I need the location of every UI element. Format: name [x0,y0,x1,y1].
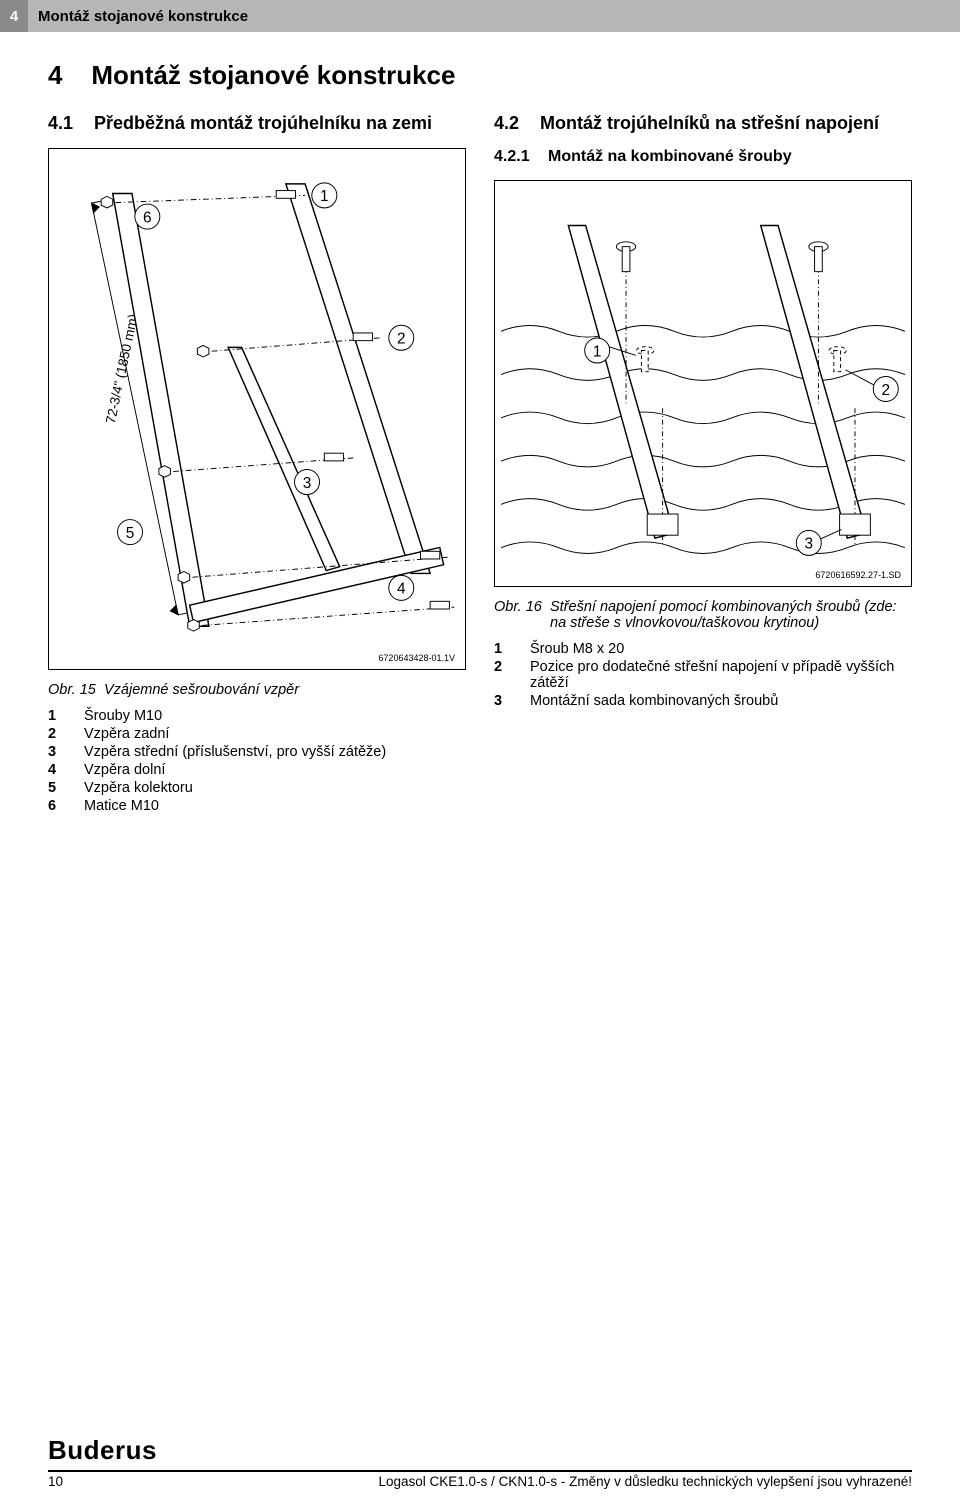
figure-16-svg: 1 2 3 [501,187,905,572]
legend-text: Pozice pro dodatečné střešní napojení v … [530,659,912,691]
brand-logo: Buderus [48,1435,912,1466]
footer-page-number: 10 [48,1474,63,1489]
legend-num: 6 [48,798,84,814]
figure-16: 1 2 3 6720616592.27-1.SD [494,180,912,587]
header-bar: 4 Montáž stojanové konstrukce [0,0,960,32]
callout-4: 4 [397,581,406,598]
caption-number: Obr. 15 [48,682,104,698]
legend-num: 4 [48,762,84,778]
callout-5: 5 [126,525,135,542]
header-section-title: Montáž stojanové konstrukce [38,8,248,25]
figure-15-legend: 1Šrouby M10 2Vzpěra zadní 3Vzpěra středn… [48,708,466,814]
legend-num: 1 [48,708,84,724]
legend-text: Vzpěra střední (příslušenství, pro vyšší… [84,744,386,760]
legend-text: Montážní sada kombinovaných šroubů [530,693,778,709]
h3-number: 4.2.1 [494,148,548,166]
h3-text: Montáž na kombinované šrouby [548,148,792,166]
figure-15-svg: 72-3/4" (1850 mm) [55,155,459,655]
legend-text: Šroub M8 x 20 [530,641,624,657]
section-4-2-1-heading: 4.2.1 Montáž na kombinované šrouby [494,148,912,166]
callout-6: 6 [143,209,152,226]
callout-3: 3 [303,475,312,492]
callout-3: 3 [805,536,814,553]
h1-number: 4 [48,60,62,90]
legend-num: 3 [494,693,530,709]
legend-text: Šrouby M10 [84,708,162,724]
caption-number: Obr. 16 [494,599,550,631]
callout-1: 1 [593,343,602,360]
section-4-2-heading: 4.2 Montáž trojúhelníků na střešní napoj… [494,113,912,134]
legend-num: 2 [48,726,84,742]
h2-number: 4.1 [48,113,94,134]
footer-doc-info: Logasol CKE1.0-s / CKN1.0-s - Změny v dů… [379,1474,913,1489]
legend-text: Vzpěra zadní [84,726,169,742]
figure-15-code: 6720643428-01.1V [55,653,459,663]
page-content: 4 Montáž stojanové konstrukce 4.1 Předbě… [0,32,960,816]
legend-text: Vzpěra kolektoru [84,780,193,796]
figure-15-caption: Obr. 15 Vzájemné sešroubování vzpěr [48,682,466,698]
legend-num: 5 [48,780,84,796]
legend-num: 1 [494,641,530,657]
figure-16-caption: Obr. 16 Střešní napojení pomocí kombinov… [494,599,912,631]
figure-15: 72-3/4" (1850 mm) [48,148,466,670]
figure-16-code: 6720616592.27-1.SD [501,570,905,580]
caption-text: Vzájemné sešroubování vzpěr [104,682,299,698]
left-column: 4.1 Předběžná montáž trojúhelníku na zem… [48,113,466,816]
h2-number: 4.2 [494,113,540,134]
h2-text: Montáž trojúhelníků na střešní napojení [540,113,879,134]
callout-1: 1 [320,188,329,205]
page-footer: Buderus 10 Logasol CKE1.0-s / CKN1.0-s -… [48,1435,912,1489]
caption-text: Střešní napojení pomocí kombinovaných šr… [550,599,912,631]
h1-text: Montáž stojanové konstrukce [91,60,455,90]
legend-num: 2 [494,659,530,691]
right-column: 4.2 Montáž trojúhelníků na střešní napoj… [494,113,912,816]
legend-text: Matice M10 [84,798,159,814]
figure-16-legend: 1Šroub M8 x 20 2Pozice pro dodatečné stř… [494,641,912,709]
page-title: 4 Montáž stojanové konstrukce [48,60,912,91]
section-4-1-heading: 4.1 Předběžná montáž trojúhelníku na zem… [48,113,466,134]
h2-text: Předběžná montáž trojúhelníku na zemi [94,113,432,134]
header-page-number: 4 [0,0,28,32]
callout-2: 2 [881,382,890,399]
legend-num: 3 [48,744,84,760]
legend-text: Vzpěra dolní [84,762,165,778]
callout-2: 2 [397,331,406,348]
